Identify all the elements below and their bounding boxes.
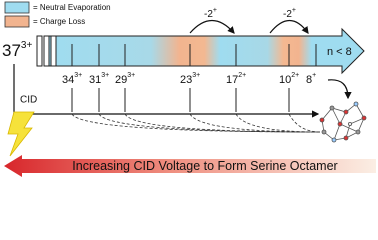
charge-loss-label: -2+ xyxy=(283,7,296,20)
charge-loss-arc xyxy=(269,19,309,34)
ion-charge: 2+ xyxy=(238,72,246,79)
ion-charge: 3+ xyxy=(101,72,109,79)
ion-label: 172+ xyxy=(226,72,246,86)
charge-loss-label: -2+ xyxy=(204,7,217,20)
legend-swatch xyxy=(4,1,30,14)
ion-number: 23 xyxy=(180,74,192,86)
ion-label: 293+ xyxy=(115,72,135,86)
end-label: n < 8 xyxy=(327,46,352,58)
block xyxy=(36,35,43,67)
dashed-path xyxy=(288,113,321,133)
block xyxy=(43,35,50,67)
charge-loss-arc xyxy=(189,19,235,34)
ion-label: 313+ xyxy=(89,72,109,86)
dashed-path xyxy=(98,113,321,133)
octamer-molecule xyxy=(319,101,367,143)
ion-charge: 3+ xyxy=(192,72,200,79)
loss-charge: + xyxy=(292,7,296,14)
cid-label: CID xyxy=(20,95,37,106)
ion-number: 34 xyxy=(62,74,74,86)
loss-text: -2 xyxy=(204,9,213,20)
ion-charge: + xyxy=(312,72,316,79)
ion-number: 31 xyxy=(89,74,101,86)
ion-label: 8+ xyxy=(306,72,316,86)
precursor-number: 37 xyxy=(2,41,21,60)
voltage-label: Increasing CID Voltage to Form Serine Oc… xyxy=(72,159,337,173)
loss-text: -2 xyxy=(283,9,292,20)
legend-swatch xyxy=(4,15,30,28)
legend-label: = Charge Loss xyxy=(33,17,85,26)
ion-charge: 3+ xyxy=(127,72,135,79)
precursor-label: 373+ xyxy=(2,40,32,61)
lightning-icon xyxy=(7,111,35,157)
cid-arrow xyxy=(13,64,320,118)
ion-number: 10 xyxy=(279,74,291,86)
ion-number: 29 xyxy=(115,74,127,86)
voltage-arrow xyxy=(4,155,376,177)
diagram: = Neutral Evaporation = Charge Loss 373+… xyxy=(2,1,376,177)
ion-charge: 2+ xyxy=(291,72,299,79)
dashed-path xyxy=(235,113,321,133)
precursor-charge: 3+ xyxy=(21,40,33,51)
progress-arrow xyxy=(46,27,365,75)
ion-label: 233+ xyxy=(180,72,200,86)
ion-label: 102+ xyxy=(279,72,299,86)
loss-charge: + xyxy=(213,7,217,14)
dashed-path xyxy=(189,113,321,133)
dashed-path xyxy=(124,113,321,133)
ion-number: 17 xyxy=(226,74,238,86)
ion-group: 343+ 313+ 293+ 233+ 172+ 102+ 8+ xyxy=(62,44,321,133)
final-arrow xyxy=(327,79,352,100)
legend-label: = Neutral Evaporation xyxy=(33,3,111,12)
ion-label: 343+ xyxy=(62,72,82,86)
dashed-path xyxy=(71,113,321,133)
block xyxy=(50,35,57,67)
ion-number: 8 xyxy=(306,74,312,86)
ion-charge: 3+ xyxy=(74,72,82,79)
